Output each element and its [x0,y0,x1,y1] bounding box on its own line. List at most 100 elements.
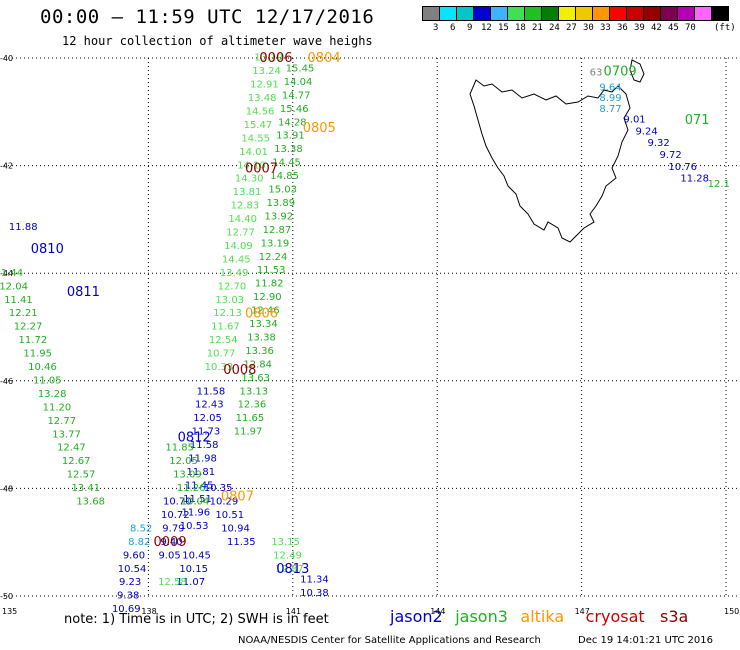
colorbar-swatch [711,6,729,21]
wave-height-value: 12.67 [62,456,91,467]
wave-height-value: 9.72 [660,150,682,161]
pass-time-label: 0006 [259,51,292,66]
wave-height-value: 11.41 [4,295,33,306]
wave-height-value: 8.52 [130,523,152,534]
wave-height-value: 12.49 [273,550,302,561]
wave-height-value: 13.38 [274,144,303,155]
wave-height-value: 10.70 [163,497,192,508]
lat-tick-label: -48 [0,484,13,493]
wave-height-value: 11.44 [0,268,23,279]
colorbar-label: 30 [583,23,594,33]
wave-height-value: 13.81 [233,187,262,198]
wave-height-value: 15.47 [244,120,273,131]
wave-height-value: 13.13 [239,386,268,397]
pass-time-label: 0811 [67,285,100,300]
wave-height-value: 9.23 [119,577,141,588]
wave-height-value: 9.01 [623,115,645,126]
wave-height-value: 13.48 [248,93,277,104]
wave-height-value: 10.33 [205,362,234,373]
wave-height-value: 14.56 [246,106,275,117]
wave-height-value: 12.54 [209,335,238,346]
wave-height-value: 13.15 [271,537,300,548]
lon-tick-label: 147 [575,607,590,616]
altimeter-readings: 13.19 13.24 12.91 13.48 14.56 15.47 14.55 14.01… [0,51,730,615]
colorbar-label: 24 [549,23,560,33]
wave-height-value: 12.90 [253,292,282,303]
wave-height-value: 12.1 [708,179,730,190]
wave-height-value: 11.85 [165,443,194,454]
colorbar-unit: (ft) [714,23,736,33]
wave-height-value: 13.77 [52,429,81,440]
wave-height-value: 11.98 [188,454,217,465]
wave-height-value: 12.47 [57,443,86,454]
wave-height-value: 12.05 [169,456,198,467]
wave-height-value: 11.07 [176,577,205,588]
wave-height-value: 9.64 [599,82,621,93]
lat-tick-label: -42 [0,162,13,171]
colorbar-label: 36 [617,23,628,33]
wave-height-value: 11.81 [187,467,216,478]
legend-jason3: jason3 [455,607,508,626]
wave-height-value: 12.91 [250,80,279,91]
wave-height-value: 15.45 [286,63,315,74]
wave-height-value: 10.38 [300,588,329,599]
colorbar-label: 6 [450,23,456,33]
lon-tick-label: 138 [141,607,156,616]
wave-height-value: 10.77 [207,349,236,360]
wave-height-value: 10.46 [28,362,57,373]
wave-height-value: 11.20 [43,402,72,413]
colorbar-label: 45 [668,23,679,33]
page-title: 00:00 – 11:59 UTC 12/17/2016 [40,6,375,28]
legend-altika: altika [520,607,565,626]
credit-line: NOAA/NESDIS Center for Satellite Applica… [238,635,541,646]
wave-height-value: 13.92 [265,211,294,222]
wave-height-value: 12.77 [226,228,255,239]
colorbar-label: 70 [685,23,696,33]
legend-s3a: s3a [660,607,689,626]
colorbar-label: 21 [532,23,543,33]
wave-height-value: 11.95 [23,349,52,360]
wave-height-value: 12.87 [263,225,292,236]
wave-height-value: 11.72 [19,335,48,346]
wave-height-value: 9.60 [123,550,145,561]
wave-height-value: 13.09 [173,470,202,481]
wave-height-value: 12.43 [195,400,224,411]
pass-time-label: 0709 [604,64,637,79]
wave-height-value: 12.58 [158,577,187,588]
wave-height-value: 13.41 [72,483,101,494]
wave-height-value: 8.77 [599,104,621,115]
wave-height-value: 11.26 [177,483,206,494]
wave-height-value: 11.82 [255,279,284,290]
wave-height-value: 14.45 [222,254,251,265]
wave-height-value: 14.01 [239,147,268,158]
pass-time-label: 0804 [308,51,341,66]
wave-height-value: 10.35 [204,483,233,494]
wave-height-value: 11.45 [185,480,214,491]
pass-time-label: 0807 [221,489,254,504]
pass-time-label: 0805 [303,121,336,136]
wave-height-value: 8.82 [128,537,150,548]
pass-time-label: 63 [590,67,603,78]
wave-height-value: 15.46 [280,104,309,115]
colorbar-label: 15 [498,23,509,33]
wave-height-value: 10.76 [668,162,697,173]
colorbar-label: 27 [566,23,577,33]
wave-height-value: 12.77 [47,416,76,427]
wave-height-value: 14.09 [224,241,253,252]
wave-height-value: 10.04 [181,497,210,508]
pass-time-label: 0810 [31,242,64,257]
colorbar-label: 33 [600,23,611,33]
lat-tick-label: -46 [0,377,13,386]
legend-jason2: jason2 [390,607,443,626]
wave-height-value: 13.63 [241,373,270,384]
wave-height-value: 13.03 [215,295,244,306]
wave-height-value: 12.13 [213,308,242,319]
wave-height-value: 12.04 [0,281,28,292]
wave-height-value: 9.24 [635,126,657,137]
flinders-island-coastline [629,59,645,83]
colorbar-labels: 3 6 9 12 15 18 21 24 27 30 33 36 39 42 45 70 [422,23,740,35]
wave-height-value: 10.72 [161,510,190,521]
wave-height-value: 11.34 [300,575,329,586]
